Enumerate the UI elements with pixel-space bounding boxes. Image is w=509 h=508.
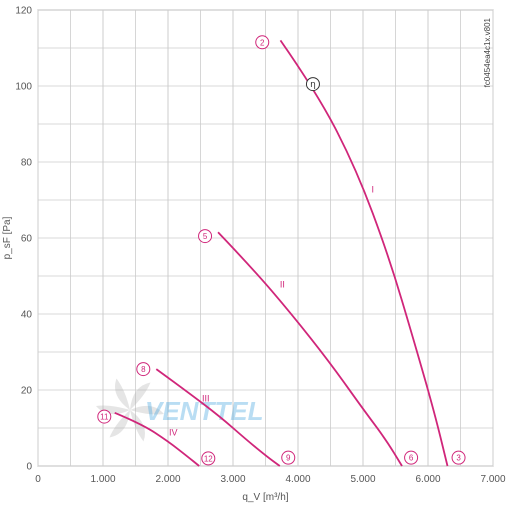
watermark-fan-blade	[130, 405, 164, 415]
series-label-IV: IV	[169, 428, 178, 438]
series-label-I: I	[371, 184, 374, 194]
watermark: VENTTEL	[96, 378, 263, 442]
point-marker-circle	[255, 35, 270, 50]
point-marker-circle	[136, 362, 151, 377]
x-tick-label: 5.000	[350, 474, 375, 485]
x-tick-label: 3.000	[220, 474, 245, 485]
point-marker-label: 3	[456, 454, 461, 463]
axes: 0 1.000 2.000 3.000 4.000 5.000 6.000 7.000 0 20 4…	[2, 6, 506, 504]
point-marker-label: 8	[141, 365, 146, 374]
y-tick-label: 20	[21, 386, 33, 397]
watermark-logo-text: VENTTEL	[145, 396, 263, 426]
point-marker-label: 2	[260, 38, 265, 47]
x-tick-label: 7.000	[480, 474, 505, 485]
y-tick-label: 40	[21, 310, 33, 321]
point-marker-label: 12	[204, 454, 213, 463]
x-tick-label: 0	[35, 474, 41, 485]
series-curve-II	[217, 231, 403, 467]
y-tick-label: 80	[21, 158, 33, 169]
series-label-II: II	[280, 279, 285, 289]
y-tick-label: 0	[26, 462, 32, 473]
watermark-fan-blade	[130, 410, 145, 442]
point-marker-circle	[281, 450, 296, 465]
point-marker-circle	[404, 450, 419, 465]
series-curve-III	[155, 368, 281, 467]
efficiency-marker-label: η	[310, 80, 316, 90]
watermark-fan-blade	[130, 382, 151, 410]
x-axis-label: q_V [m³/h]	[242, 492, 288, 503]
point-marker-circle	[201, 451, 216, 466]
x-tick-label: 4.000	[285, 474, 310, 485]
point-marker-label: 9	[286, 454, 291, 463]
y-tick-label: 100	[15, 82, 32, 93]
point-marker-label: 11	[100, 413, 109, 422]
y-tick-label: 120	[15, 6, 32, 17]
watermark-fan-blade	[115, 378, 130, 411]
point-marker-label: 6	[409, 454, 414, 463]
y-axis-label: p_sF [Pa]	[2, 216, 13, 259]
chart-code: fc0454ea4c1x.v801	[483, 17, 492, 87]
series-curve-IV	[114, 411, 200, 467]
y-tick-label: 60	[21, 234, 33, 245]
point-marker-circle	[97, 409, 112, 424]
point-marker-circle	[198, 229, 213, 244]
x-tick-label: 2.000	[155, 474, 180, 485]
point-marker-label: 5	[203, 232, 208, 241]
series-curve-I	[279, 39, 449, 467]
x-tick-label: 1.000	[90, 474, 115, 485]
series-label-III: III	[202, 393, 210, 403]
efficiency-marker-circle	[305, 77, 320, 92]
series-curves	[114, 39, 449, 467]
grid	[37, 9, 494, 467]
point-marker-circle	[451, 450, 466, 465]
x-tick-label: 6.000	[415, 474, 440, 485]
annotations: 2 5 8 11 12 9 6 3 η	[97, 35, 466, 466]
